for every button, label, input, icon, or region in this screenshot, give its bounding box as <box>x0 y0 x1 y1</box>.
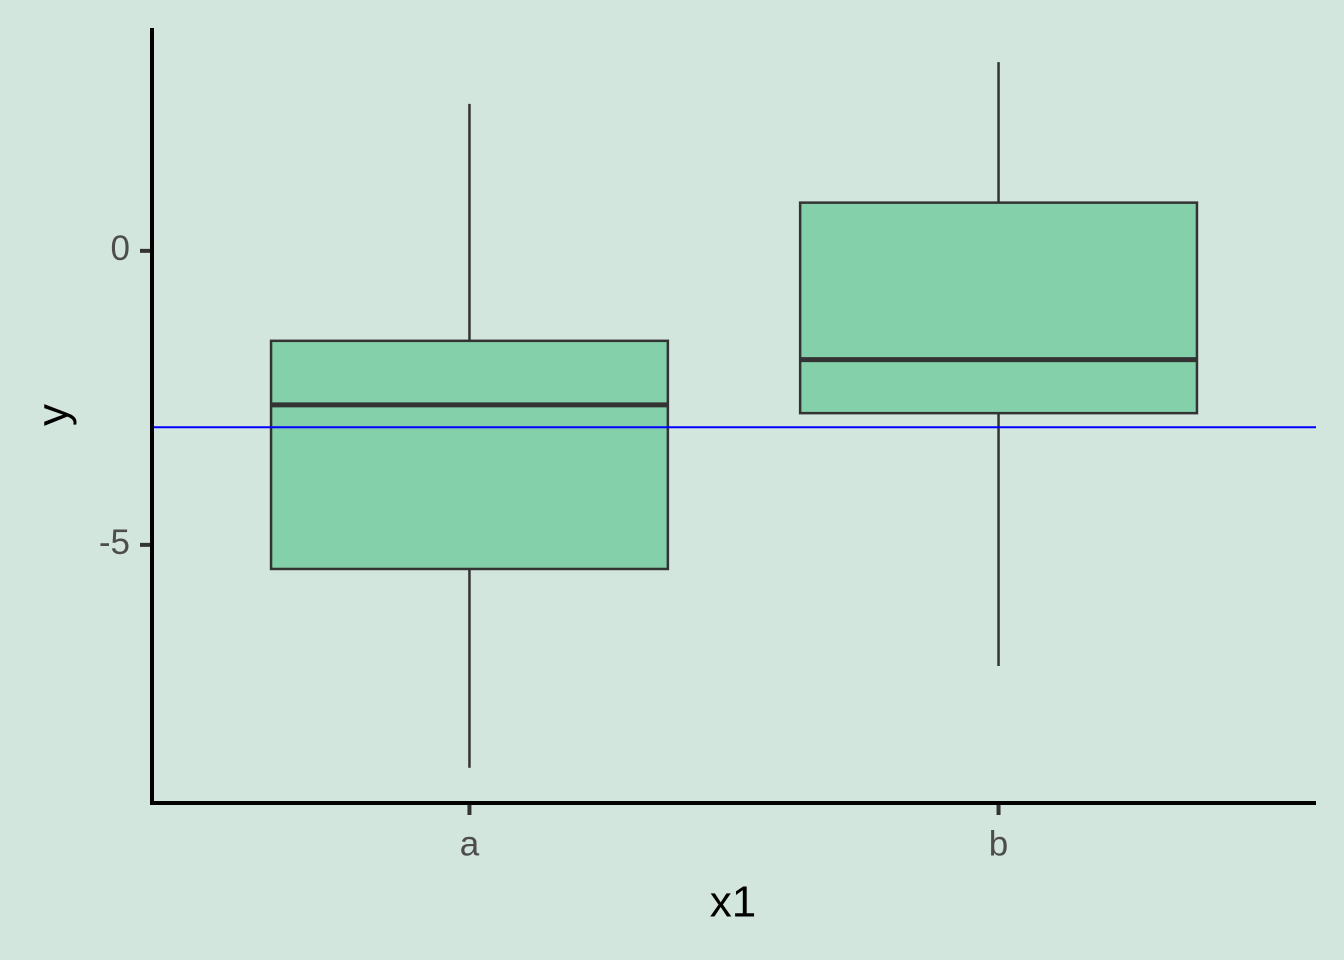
y-tick-label: -5 <box>99 523 130 562</box>
x-tick-label: a <box>460 824 480 863</box>
box <box>798 201 1199 415</box>
x-axis-title: x1 <box>710 878 756 927</box>
x-tick-label: b <box>989 824 1008 863</box>
y-axis-title: y <box>29 404 78 426</box>
box <box>269 339 670 571</box>
y-tick-label: 0 <box>111 229 130 268</box>
